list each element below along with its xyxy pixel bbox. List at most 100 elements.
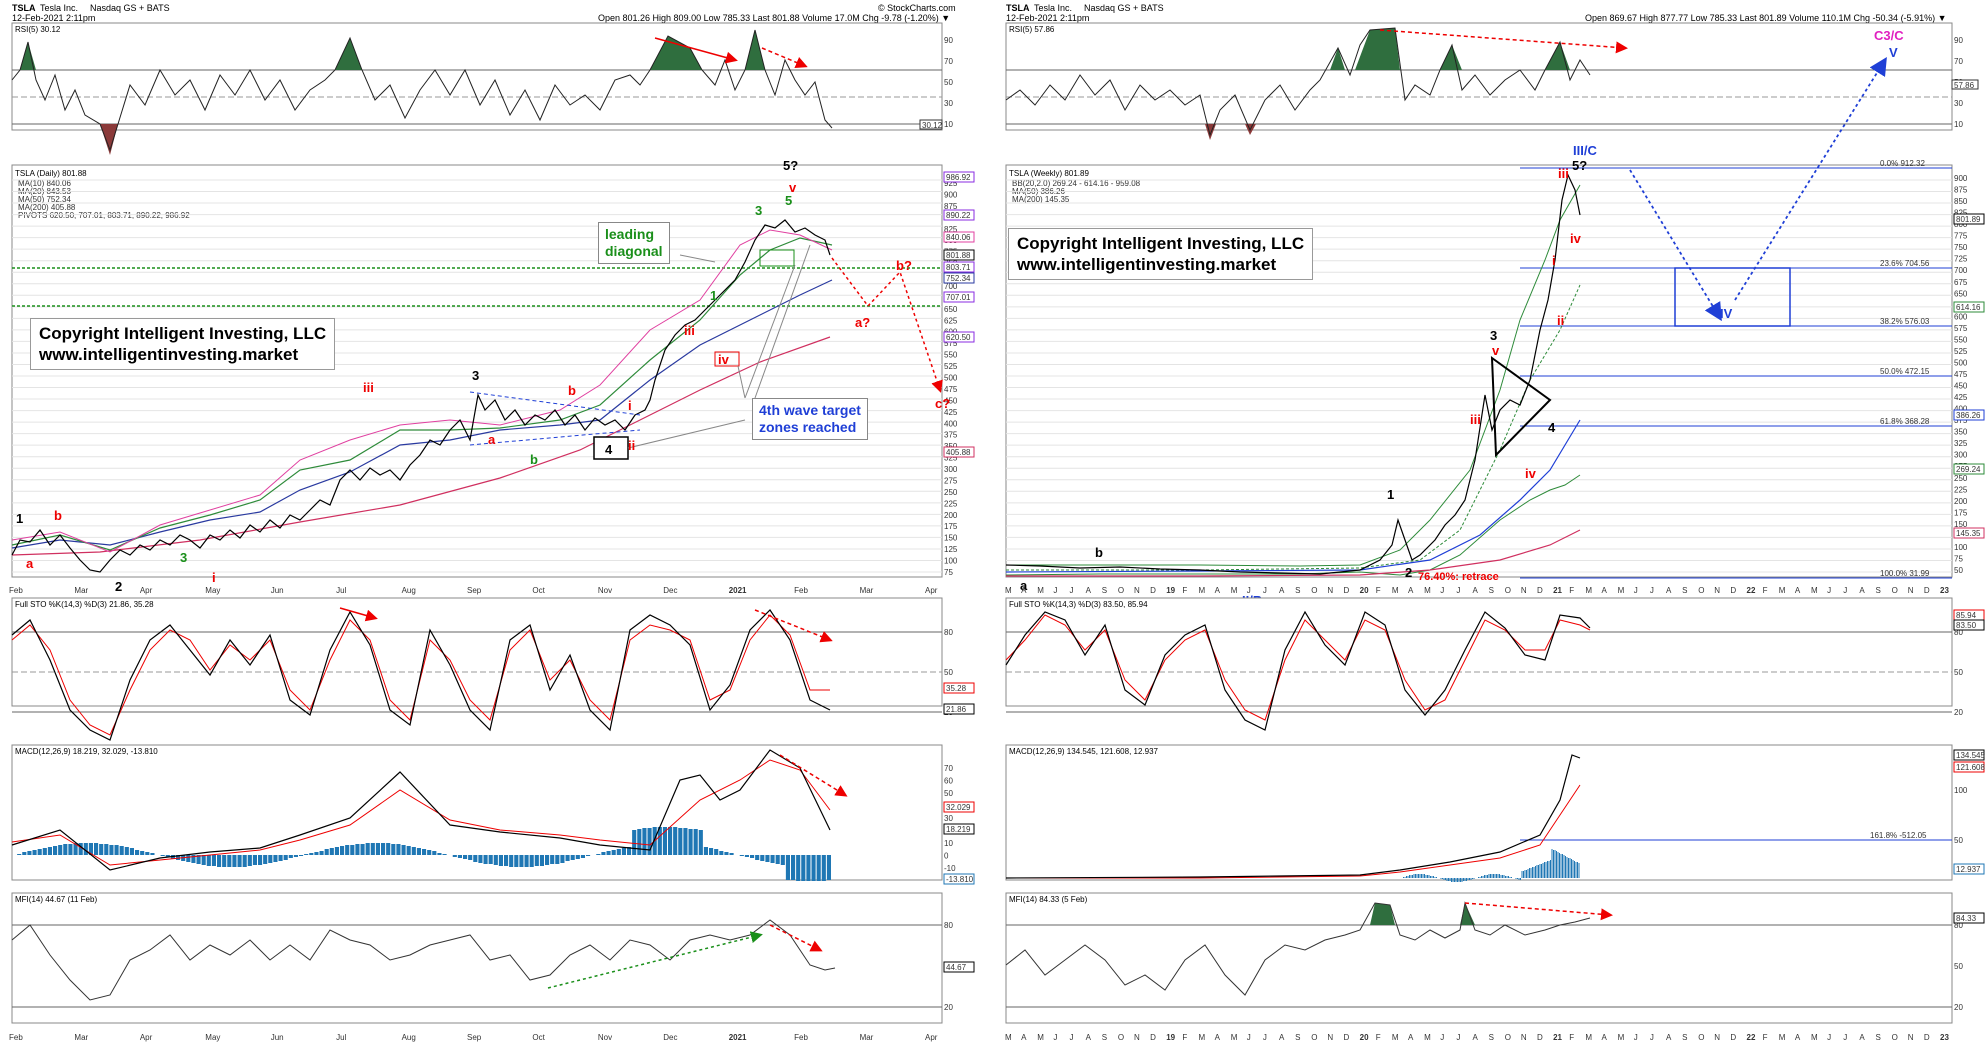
histogram-bar xyxy=(678,828,683,855)
x-tick-label: O xyxy=(1892,586,1898,595)
histogram-bar xyxy=(785,855,790,880)
histogram-bar xyxy=(739,855,744,856)
badge xyxy=(943,291,975,303)
legend-entry: MA(200) 145.35 xyxy=(1012,195,1070,204)
mfi-line xyxy=(1005,901,1591,996)
badge xyxy=(1953,912,1985,924)
badge xyxy=(1953,463,1985,475)
badge xyxy=(943,961,975,973)
y-tick-label: 450 xyxy=(944,396,958,405)
histogram-bar xyxy=(1478,877,1479,878)
badge-value: 85.94 xyxy=(1956,611,1977,620)
y-tick-label: 875 xyxy=(944,202,958,211)
macd-fib-label: 161.8% -512.05 xyxy=(1870,831,1927,840)
badge-value: 134.545 xyxy=(1956,751,1985,760)
histogram-bar xyxy=(1548,861,1550,878)
right-chart: TSLA Tesla Inc. Nasdaq GS + BATS 12-Feb-… xyxy=(1005,3,1985,1042)
wave-label: a? xyxy=(855,315,870,330)
y-tick-label: 30 xyxy=(1954,99,1963,108)
x-tick-label: Jul xyxy=(336,1033,346,1042)
histogram-bar xyxy=(1479,877,1481,878)
x-tick-label: M xyxy=(1198,586,1205,595)
histogram-bar xyxy=(611,850,616,855)
histogram-bar xyxy=(1541,864,1542,878)
y-tick-label: 150 xyxy=(944,534,958,543)
x-tick-label: Feb xyxy=(794,586,808,595)
histogram-bar xyxy=(1482,876,1484,878)
y-tick-label: 500 xyxy=(944,374,958,383)
histogram-bar xyxy=(1443,878,1445,880)
x-tick-label: N xyxy=(1521,1033,1527,1042)
x-tick-label: M xyxy=(1424,586,1431,595)
histogram-bar xyxy=(514,855,519,867)
histogram-bar xyxy=(1505,876,1506,878)
histogram-bar xyxy=(509,855,514,867)
badge xyxy=(919,119,943,130)
rsi-fill xyxy=(335,38,362,70)
x-tick-label: N xyxy=(1908,586,1914,595)
y-tick-label: 250 xyxy=(1954,474,1968,483)
histogram-bar xyxy=(1436,877,1437,878)
y-tick-label: 60 xyxy=(944,777,953,786)
price-line xyxy=(1005,173,1581,575)
badge xyxy=(1953,301,1985,313)
wave-label: 1 xyxy=(1387,487,1394,502)
x-tick-label: O xyxy=(1892,1033,1898,1042)
histogram-bar xyxy=(247,855,252,866)
wave-label: i xyxy=(1552,253,1556,268)
x-tick-label: 19 xyxy=(1166,586,1175,595)
rsi-fill xyxy=(650,36,702,70)
x-tick-label: Feb xyxy=(9,586,23,595)
histogram-bar xyxy=(1521,871,1523,878)
x-tick-label: Nov xyxy=(598,1033,612,1042)
x-tick-label: O xyxy=(1118,1033,1124,1042)
histogram-bar xyxy=(539,855,544,866)
histogram-bar xyxy=(63,844,68,855)
right-quote: Open 869.67 High 877.77 Low 785.33 Last … xyxy=(1585,13,1946,23)
x-tick-label: M xyxy=(1424,1033,1431,1042)
right-rsi-title: RSI(5) 57.86 xyxy=(1009,25,1055,34)
x-tick-label: 21 xyxy=(1553,586,1562,595)
histogram-bar xyxy=(135,850,140,855)
x-tick-label: O xyxy=(1505,1033,1511,1042)
y-tick-label: 525 xyxy=(944,362,958,371)
x-tick-label: M xyxy=(1779,1033,1786,1042)
histogram-bar xyxy=(1463,878,1464,881)
retrace-label: 76.40%: retrace xyxy=(1418,571,1499,583)
x-tick-label: J xyxy=(1263,586,1267,595)
x-tick-label: A xyxy=(1859,1033,1865,1042)
badge xyxy=(1953,213,1985,225)
x-tick-label: May xyxy=(205,586,220,595)
y-tick-label: 850 xyxy=(1954,197,1968,206)
badge xyxy=(943,209,975,221)
macd-line xyxy=(1005,754,1581,879)
x-tick-label: J xyxy=(1827,1033,1831,1042)
histogram-bar xyxy=(406,846,411,855)
left-exchange: Nasdaq GS + BATS xyxy=(90,3,170,13)
histogram-bar xyxy=(278,855,283,861)
histogram-bar xyxy=(632,830,637,855)
histogram-bar xyxy=(104,844,109,855)
histogram-bar xyxy=(293,855,298,857)
histogram-bar xyxy=(165,855,170,857)
rsi-fill xyxy=(1545,42,1570,70)
histogram-bar xyxy=(545,855,550,865)
x-tick-label: F xyxy=(1569,586,1574,595)
wave-label: 2 xyxy=(115,579,122,594)
histogram-bar xyxy=(401,845,406,855)
y-tick-label: 175 xyxy=(1954,508,1968,517)
x-tick-label: M xyxy=(1585,586,1592,595)
histogram-bar xyxy=(780,855,785,865)
histogram-bar xyxy=(437,853,442,855)
wave-label: 4 xyxy=(605,442,613,457)
y-tick-label: 375 xyxy=(1954,416,1968,425)
badge-value: 801.89 xyxy=(1956,215,1981,224)
badge-value: 840.06 xyxy=(946,233,971,242)
histogram-bar xyxy=(765,855,770,862)
histogram-bar xyxy=(601,852,606,855)
x-tick-label: F xyxy=(1182,586,1187,595)
fib-label: 100.0% 31.99 xyxy=(1880,569,1930,578)
histogram-bar xyxy=(555,855,560,864)
histogram-bar xyxy=(340,846,345,855)
fib-levels: 0.0% 912.32 23.6% 704.56 38.2% 576.03 50.0%… xyxy=(1520,159,1952,579)
